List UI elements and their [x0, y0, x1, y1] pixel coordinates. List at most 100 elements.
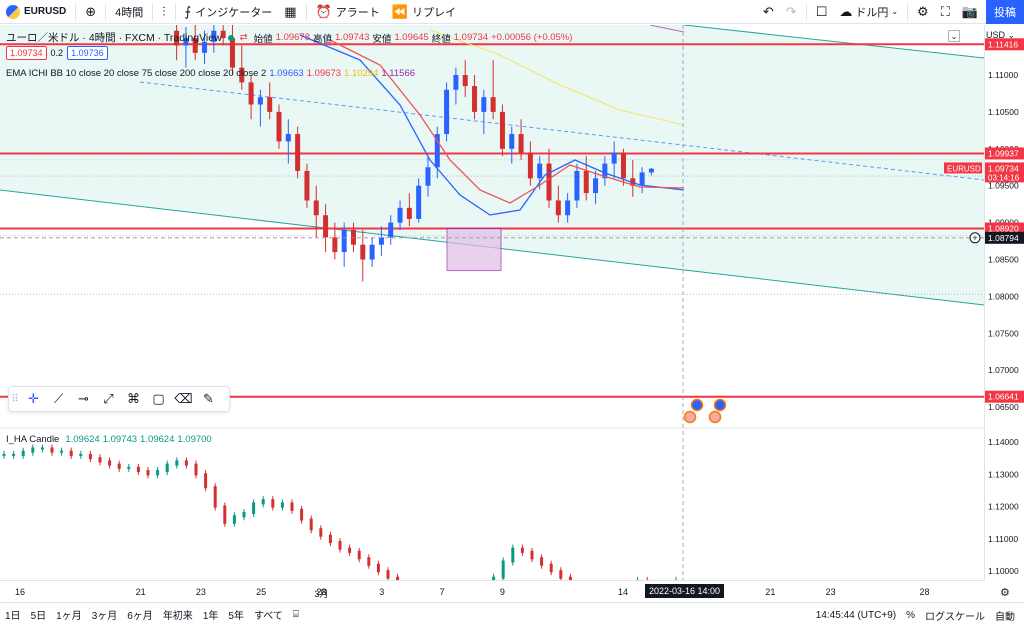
chart-pane[interactable]: + EURUSD: [0, 25, 984, 580]
candles-icon: ⫶: [162, 3, 166, 19]
replay-button[interactable]: ⏪ リプレイ: [386, 0, 462, 24]
chart-settings-icon[interactable]: ⚙: [1000, 587, 1010, 599]
legend-title[interactable]: ユーロ／米ドル · 4時間 · FXCM · TradingView: [6, 32, 222, 44]
candle-body: [406, 207, 412, 219]
ray-tool-icon[interactable]: ⤢: [103, 391, 114, 406]
candle-body: [444, 89, 450, 135]
plus-circle-icon: ⊕: [85, 3, 97, 19]
sell-price-box[interactable]: 1.09734: [6, 46, 47, 60]
ha-legend[interactable]: I_HA Candle 1.09624 1.09743 1.09624 1.09…: [6, 434, 212, 445]
rectangle-tool-icon[interactable]: ▢: [152, 391, 165, 406]
candle-body: [202, 41, 208, 53]
chart-canvas[interactable]: + EURUSD: [0, 25, 984, 580]
horizontal-line-tool-icon[interactable]: ⊸: [78, 391, 89, 406]
percent-toggle[interactable]: %: [906, 609, 915, 621]
currency-select[interactable]: USD ⌄: [986, 30, 1015, 41]
range-button[interactable]: すべて: [253, 611, 283, 622]
low-value: 1.09645: [394, 32, 429, 43]
close-value: 1.09734: [453, 32, 489, 43]
candle-body: [499, 111, 505, 149]
alert-button[interactable]: ⏰ アラート: [310, 0, 386, 24]
range-button[interactable]: 5日: [30, 611, 47, 622]
current-price-label: 1.09734: [988, 163, 1019, 173]
brush-tool-icon[interactable]: ✎: [203, 391, 214, 406]
layout-name-label: ドル円: [855, 6, 889, 19]
candle-body: [369, 244, 375, 260]
range-button[interactable]: 1日: [5, 611, 21, 622]
interval-button[interactable]: 4時間: [109, 0, 149, 24]
chevron-down-icon: ⌄: [950, 31, 958, 41]
range-button[interactable]: 5年: [228, 611, 244, 622]
price-tick-label: 1.08500: [988, 255, 1019, 265]
trend-line-tool-icon[interactable]: ⟋: [53, 391, 64, 406]
range-buttons: 1日 5日 1ヶ月 3ヶ月 6ヶ月 年初来 1年 5年 すべて: [0, 607, 288, 622]
time-tick: 28: [316, 587, 327, 597]
indicators-label: インジケーター: [195, 6, 273, 19]
pattern-tool-icon[interactable]: ⌘: [127, 391, 140, 406]
redo-button[interactable]: ↷: [780, 0, 803, 24]
candle-body: [397, 207, 403, 223]
dashed-trend-line: [139, 81, 984, 181]
eraser-tool-icon[interactable]: ⌫: [174, 391, 193, 406]
chart-type-button[interactable]: ⫶: [156, 0, 171, 24]
ha-candle-body: [540, 557, 544, 566]
high-value: 1.09743: [335, 32, 370, 43]
undo-button[interactable]: ↶: [757, 0, 780, 24]
ha-candle-body: [223, 505, 227, 524]
ha-candle-body: [568, 576, 572, 580]
candle-body: [248, 82, 254, 105]
ha-candle-body: [204, 473, 208, 489]
templates-button[interactable]: ▦: [278, 0, 302, 24]
candle-body: [295, 134, 301, 171]
symbol-label: EURUSD: [24, 6, 67, 17]
ha-candle-body: [261, 499, 265, 505]
ha-candle-body: [271, 499, 275, 508]
range-button[interactable]: 1年: [202, 611, 219, 622]
price-tick-label: 1.09500: [988, 181, 1019, 191]
candle-body: [425, 167, 431, 186]
time-tick: 21: [765, 587, 776, 597]
candle-body: [555, 200, 561, 216]
clock[interactable]: 14:45:44 (UTC+9): [815, 609, 897, 621]
layout-button[interactable]: ☐: [810, 0, 834, 24]
ha-candle-body: [348, 547, 352, 553]
layout-name-button[interactable]: ☁ ドル円 ⌄: [833, 0, 904, 24]
drag-handle-icon[interactable]: ⠿: [11, 393, 19, 405]
gear-icon: ⚙: [917, 3, 929, 19]
range-button[interactable]: 6ヶ月: [127, 611, 153, 622]
open-label: 始値: [253, 33, 273, 45]
buy-price-box[interactable]: 1.09736: [67, 46, 108, 60]
log-toggle[interactable]: ログスケール: [925, 611, 985, 623]
chevron-down-icon: ⌄: [891, 7, 899, 16]
candle-body: [639, 172, 645, 186]
candle-body: [593, 178, 599, 194]
time-tick: 23: [825, 587, 836, 597]
candle-body: [350, 229, 356, 245]
indicator-value-1: 1.09663: [269, 68, 304, 79]
price-scale[interactable]: 1.110001.105001.100001.095001.090001.085…: [984, 25, 1024, 580]
crosshair-tool-icon[interactable]: ✛: [28, 391, 39, 406]
ha-candle-body: [12, 453, 16, 456]
publish-button[interactable]: 投稿: [986, 0, 1024, 24]
compare-button[interactable]: ⊕: [79, 0, 102, 24]
settings-button[interactable]: ⚙: [911, 0, 935, 24]
current-price-badge: [985, 162, 1024, 183]
date-range-icon[interactable]: ⌸: [292, 609, 299, 620]
time-axis[interactable]: 16 21 23 25 28 3月 3 7 9 14 21 23 28 2022-03-16 14:00: [0, 580, 984, 602]
ha-open: 1.09624: [65, 434, 100, 445]
symbol-search[interactable]: EURUSD: [0, 0, 72, 24]
ha-candle-body: [309, 518, 313, 531]
indicators-button[interactable]: ⨍ インジケーター: [179, 0, 279, 24]
time-tick: 28: [919, 587, 930, 597]
scale-collapse-button[interactable]: ⌄: [948, 30, 960, 42]
snapshot-button[interactable]: 📷: [956, 0, 984, 24]
range-button[interactable]: 年初来: [162, 611, 193, 622]
range-button[interactable]: 3ヶ月: [91, 611, 118, 622]
auto-toggle[interactable]: 自動: [995, 611, 1015, 623]
fullscreen-button[interactable]: ⛶: [935, 0, 956, 24]
ha-candle-body: [50, 447, 54, 453]
ha-candle-body: [232, 515, 236, 524]
range-button[interactable]: 1ヶ月: [56, 611, 82, 622]
indicator-legend[interactable]: EMA ICHI BB 10 close 20 close 75 close 2…: [6, 68, 415, 79]
